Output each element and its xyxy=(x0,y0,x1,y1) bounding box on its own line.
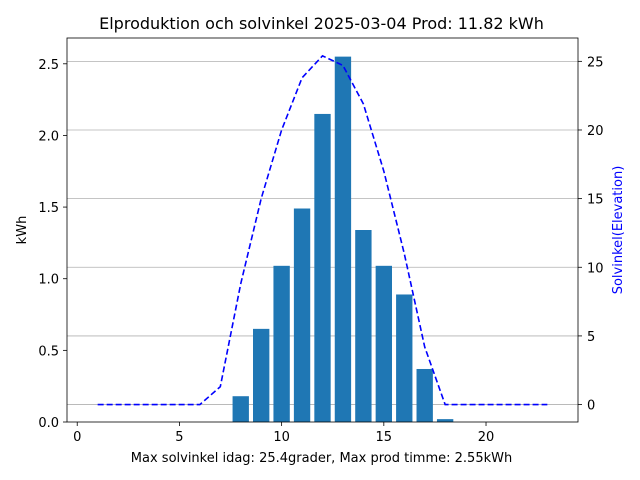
bar-hour-17 xyxy=(416,368,433,422)
y2-tick-label: 15 xyxy=(587,193,604,208)
bar-hour-10 xyxy=(273,265,290,422)
bar-hour-8 xyxy=(232,396,249,422)
x-axis-label: Max solvinkel idag: 25.4grader, Max prod… xyxy=(131,451,512,466)
bars-layer xyxy=(232,56,454,423)
elevation-line xyxy=(97,54,548,406)
bar-hour-14 xyxy=(355,230,372,422)
x-tick-label: 15 xyxy=(376,430,393,445)
bar-hour-15 xyxy=(375,265,392,422)
axes-layer: 0 5 10 15 20 0.0 0.5 1.0 1.5 2.0 2.5 0 5 10 15 20 25 xyxy=(38,55,603,445)
x-tick-label: 20 xyxy=(478,430,495,445)
y-tick-label: 2.0 xyxy=(38,129,59,144)
plot-frame xyxy=(66,37,579,423)
y2-tick-label: 20 xyxy=(587,124,604,139)
y-tick-label: 0.0 xyxy=(38,416,59,431)
bar-hour-12 xyxy=(314,113,331,422)
x-tick-label: 10 xyxy=(273,430,290,445)
y2-axis-label: Solvinkel(Elevation) xyxy=(611,166,626,295)
y2-tick-label: 5 xyxy=(587,330,595,345)
y2-tick-label: 10 xyxy=(587,261,604,276)
y-tick-label: 1.5 xyxy=(38,201,59,216)
y2-tick-label: 0 xyxy=(587,399,595,414)
bar-hour-18 xyxy=(436,419,454,422)
y-tick-label: 0.5 xyxy=(38,344,59,359)
y2-tick-label: 25 xyxy=(587,55,604,70)
y-axis-label: kWh xyxy=(15,216,30,245)
y-tick-label: 1.0 xyxy=(38,273,59,288)
x-tick-label: 0 xyxy=(73,430,81,445)
y-tick-label: 2.5 xyxy=(38,58,59,73)
chart-title: Elproduktion och solvinkel 2025-03-04 Pr… xyxy=(99,14,544,33)
bar-hour-11 xyxy=(293,208,311,422)
bar-hour-9 xyxy=(253,328,270,422)
bar-hour-16 xyxy=(396,294,413,422)
line-layer xyxy=(97,54,548,406)
bar-hour-13 xyxy=(334,56,352,423)
x-tick-label: 5 xyxy=(175,430,183,445)
